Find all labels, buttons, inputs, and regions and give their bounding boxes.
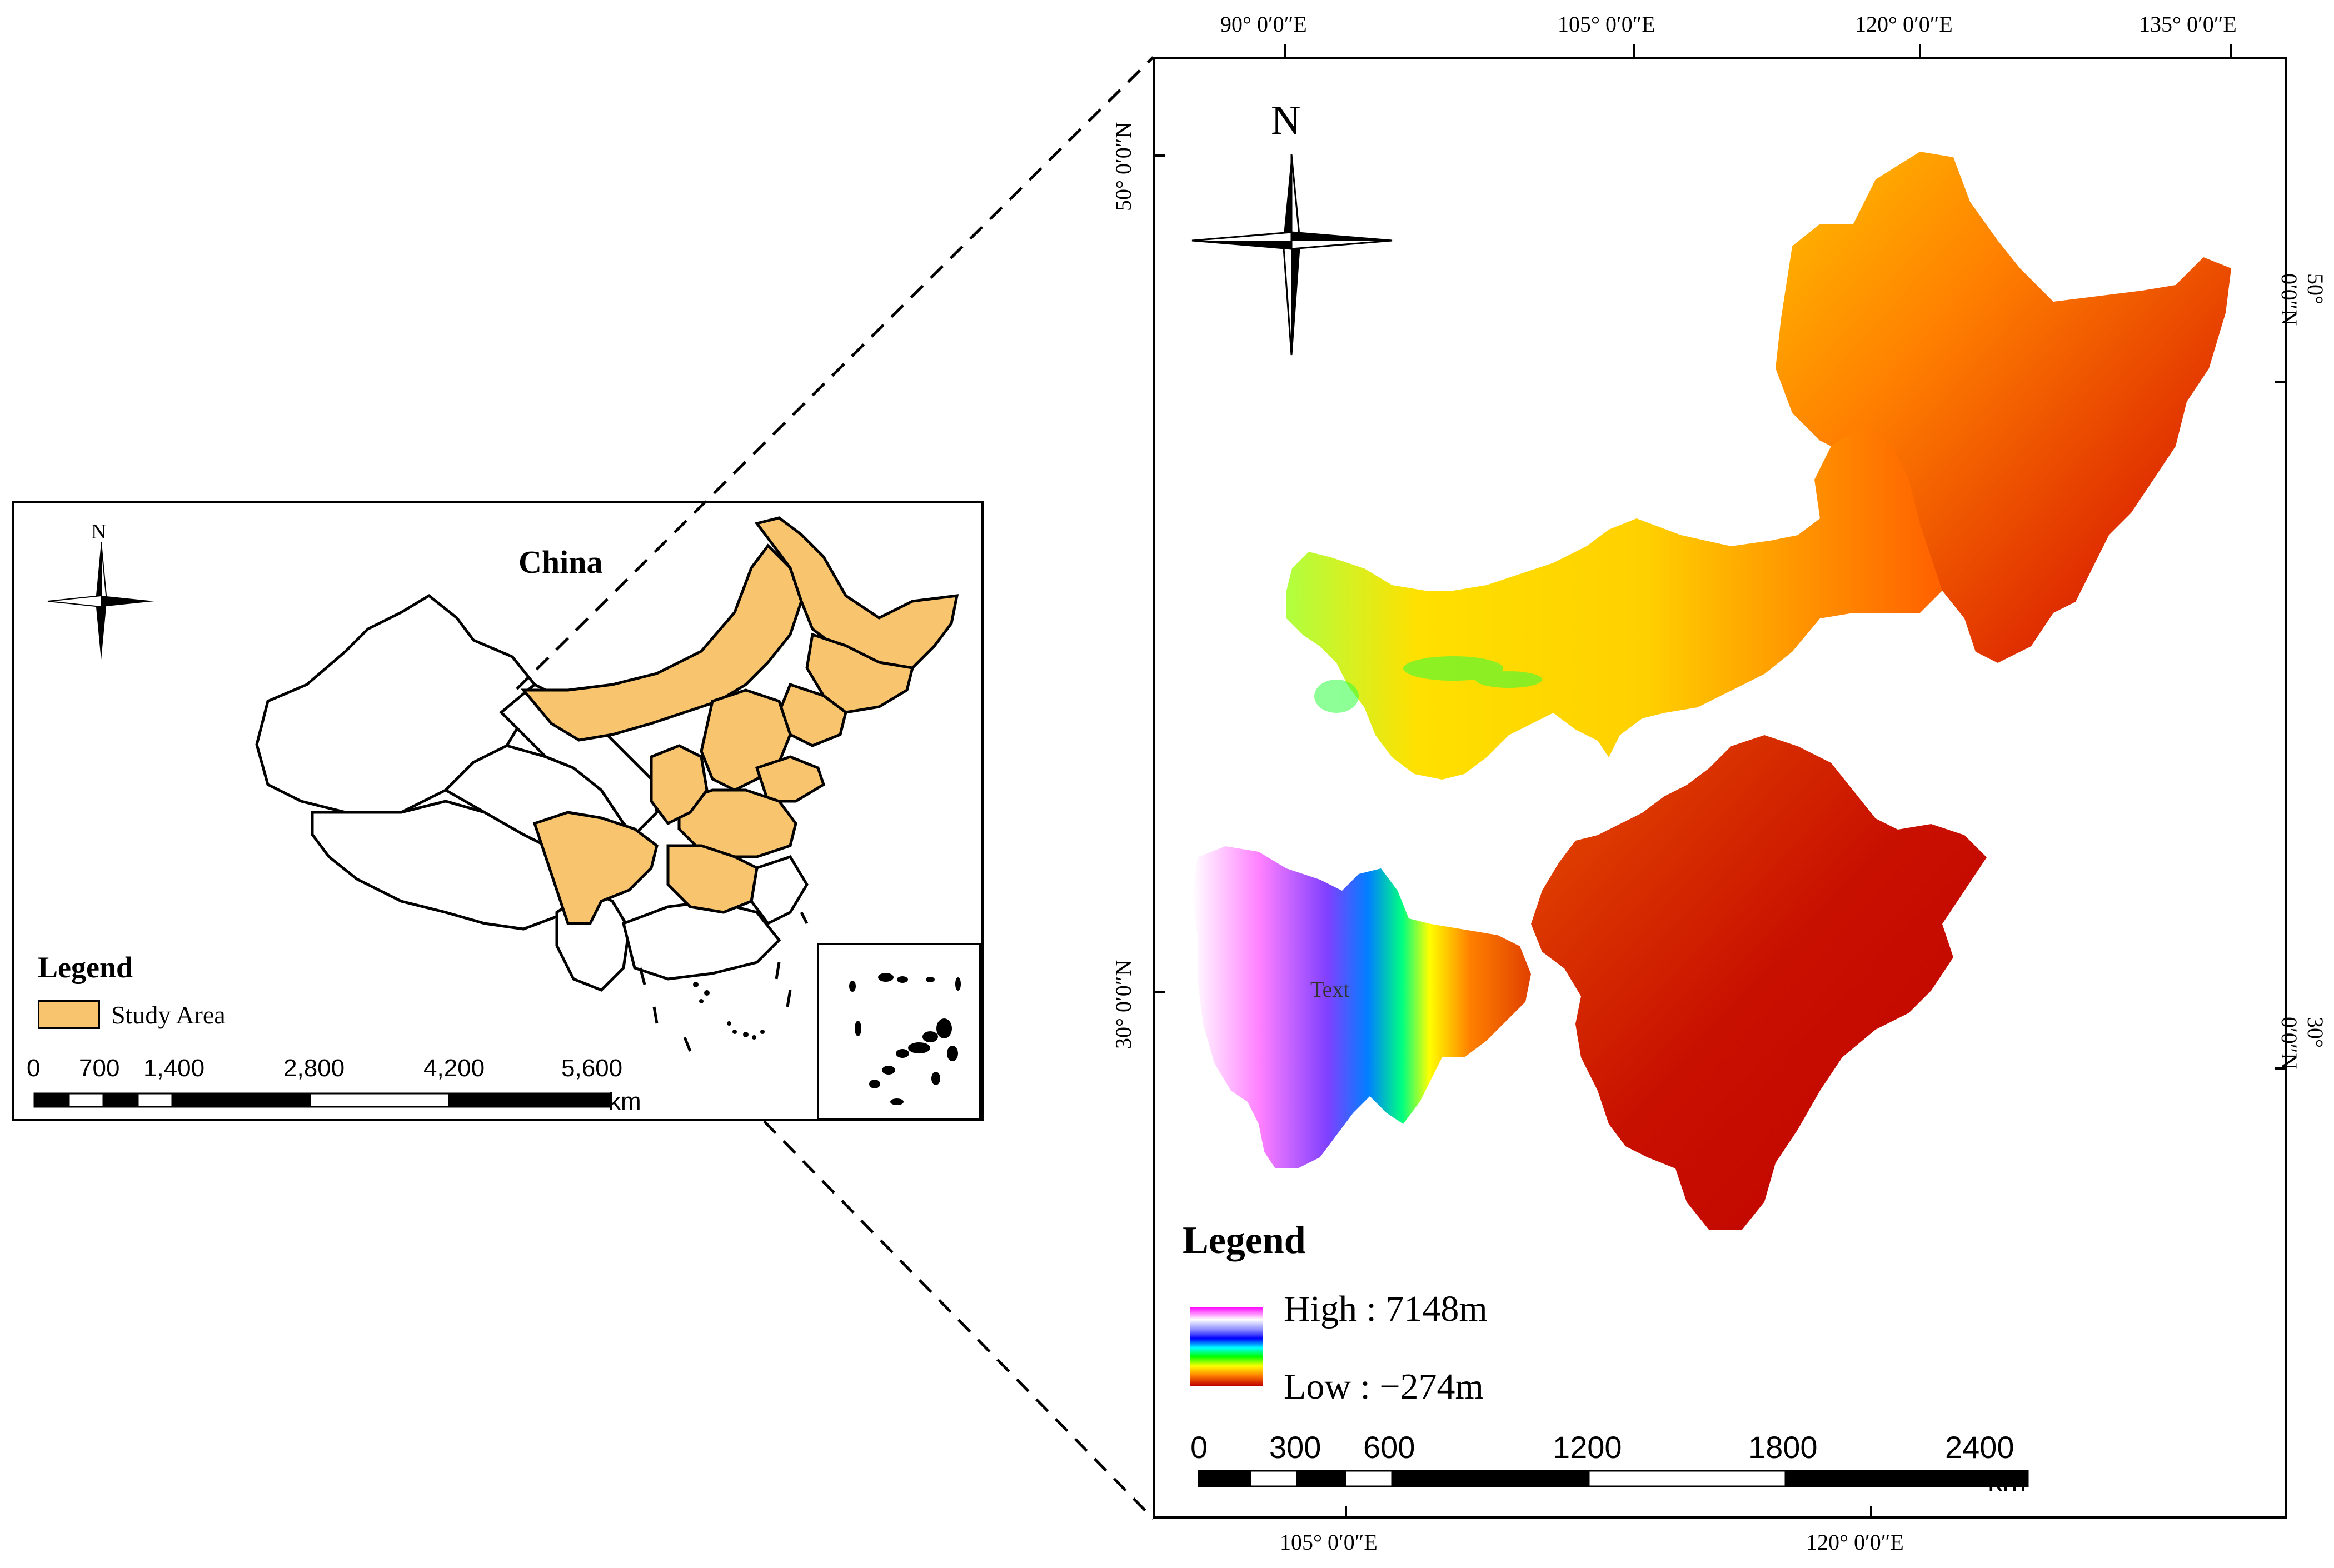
province-sichuan <box>532 811 659 925</box>
lon-label-top: 120° 0′0″E <box>1855 12 1953 37</box>
dem-scale-tick: 600 <box>1363 1430 1415 1465</box>
lat-label-left: 30° 0′0″N <box>1111 960 1136 1049</box>
inset-scale-tick: 4,200 <box>423 1055 485 1082</box>
dem-scale-tick: 300 <box>1269 1430 1321 1465</box>
dem-scale-bar <box>1198 1470 2029 1487</box>
graticule-ticks <box>1153 154 2287 1519</box>
region-southwest <box>1192 846 1531 1168</box>
lon-label-bottom: 120° 0′0″E <box>1806 1530 1904 1555</box>
dem-scale-tick: 2400 <box>1945 1430 2014 1465</box>
region-mongolia-plateau <box>1286 424 1942 780</box>
lon-label-top: 90° 0′0″E <box>1220 12 1307 37</box>
dem-scale-tick: 1800 <box>1748 1430 1818 1465</box>
dem-scale-unit: km <box>1988 1465 2027 1497</box>
inset-scale-tick: 0 <box>27 1055 41 1082</box>
main-north-arrow-icon <box>1191 154 1393 356</box>
inset-scale-tick: 2,800 <box>283 1055 345 1082</box>
inset-scale-bar <box>33 1092 611 1108</box>
inset-scale-tick: 1,400 <box>143 1055 205 1082</box>
study-area-label: Study Area <box>111 1001 226 1029</box>
region-north-china-plain <box>1531 735 1987 1230</box>
inset-legend-title: Legend <box>38 951 133 984</box>
inset-scale-tick: 700 <box>79 1055 120 1082</box>
province-henan-anhui <box>677 788 797 858</box>
lat-label-left: 50° 0′0″N <box>1111 122 1136 211</box>
dem-scale-tick: 0 <box>1190 1430 1208 1465</box>
study-area-swatch <box>38 1000 100 1029</box>
lon-label-top: 105° 0′0″E <box>1558 12 1655 37</box>
province-inner-mongolia <box>520 543 803 742</box>
province-shaanxi-ningxia <box>650 744 709 826</box>
inset-north-label: N <box>91 520 107 543</box>
south-china-sea-inset-box <box>817 943 981 1121</box>
dem-scale-tick: 1200 <box>1553 1430 1622 1465</box>
islands-map <box>849 973 961 1105</box>
lon-label-bottom: 105° 0′0″E <box>1280 1530 1378 1555</box>
inset-scale-unit: km <box>609 1088 641 1115</box>
inset-north-arrow-icon <box>47 542 154 660</box>
lat-label-right: 50° 0′0″N <box>2277 273 2328 326</box>
province-jilin <box>805 632 915 714</box>
main-north-label: N <box>1271 98 1301 143</box>
dem-legend-title: Legend <box>1183 1219 1306 1262</box>
province-hubei-hunan <box>666 844 759 914</box>
dem-high-label: High : 7148m <box>1284 1289 1488 1329</box>
elevation-color-ramp <box>1190 1307 1263 1386</box>
inset-map-title: China <box>518 544 603 580</box>
region-northeast <box>1776 152 2231 663</box>
lon-label-top: 135° 0′0″E <box>2139 12 2237 37</box>
stray-map-label: Text <box>1310 977 1350 1002</box>
top-graticule-ticks <box>1284 44 2232 57</box>
province-heilongjiang <box>754 516 959 670</box>
dem-low-label: Low : −274m <box>1284 1366 1484 1407</box>
lat-label-right: 30° 0′0″N <box>2277 1017 2328 1070</box>
china-outline-map <box>33 516 959 1108</box>
dem-map <box>1153 152 2287 1519</box>
inset-scale-tick: 5,600 <box>561 1055 623 1082</box>
